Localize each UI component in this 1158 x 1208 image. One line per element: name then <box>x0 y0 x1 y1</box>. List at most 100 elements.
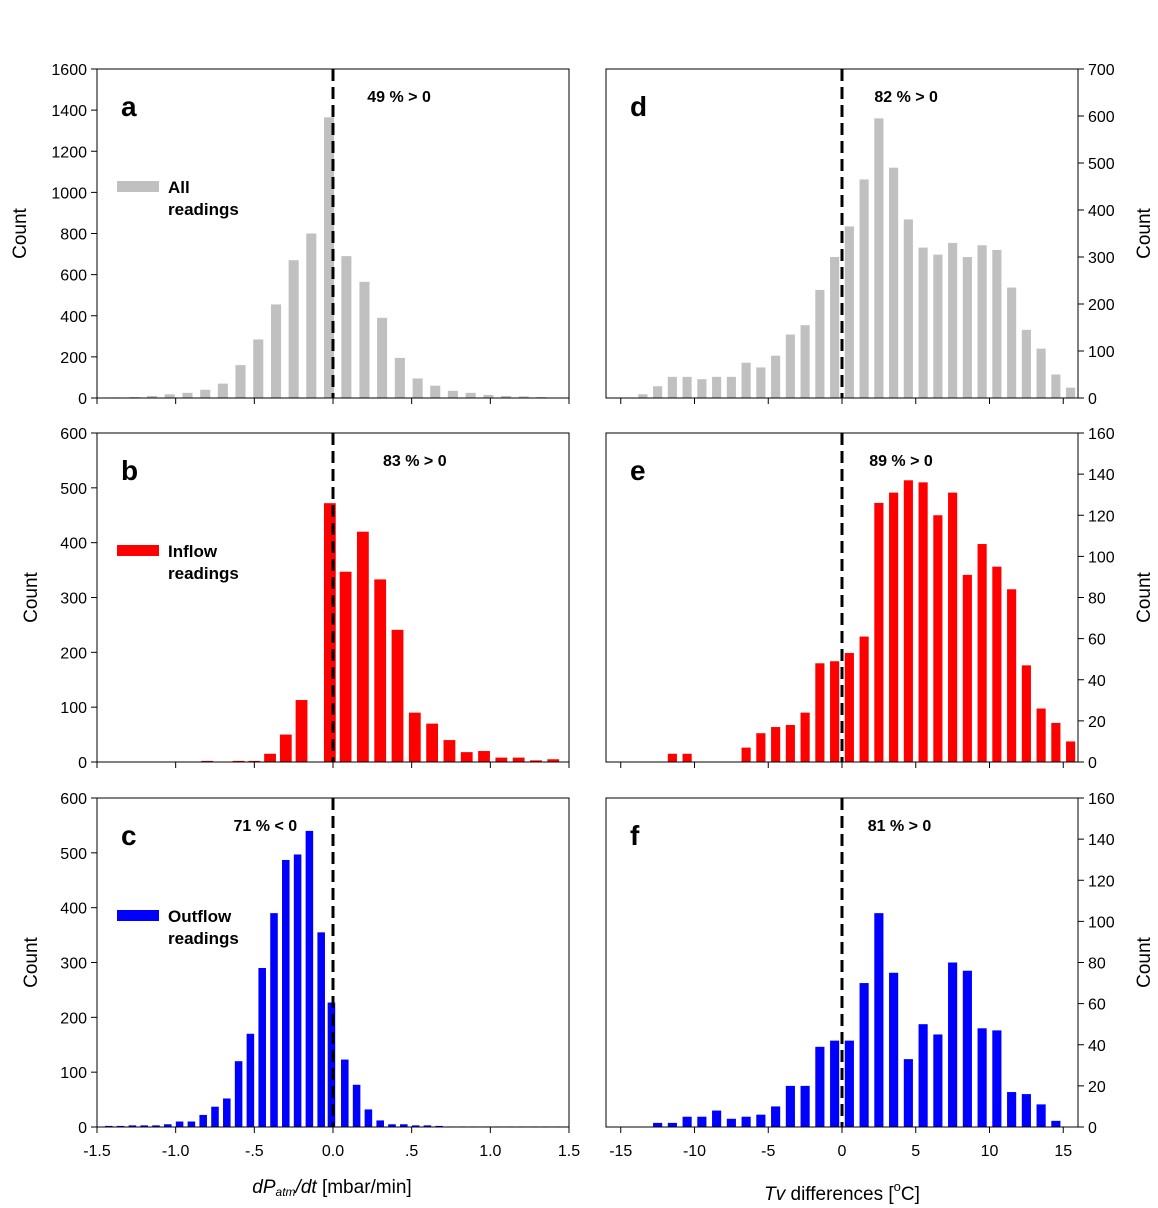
panel-a: 0 200 400 600 800 1000 1200 1400 1600 Count a 49 % … <box>10 62 570 408</box>
bar-f <box>1036 1104 1046 1127</box>
panel-b: 0 100 200 300 400 500 600 Count b 83 % > 0 Inflow r… <box>21 426 570 772</box>
y-tick-label-b: 200 <box>60 645 87 662</box>
annotation-e: 89 % > 0 <box>869 453 933 470</box>
y-tick-label-f: 140 <box>1088 832 1115 849</box>
bar-d <box>682 376 692 398</box>
bar-d <box>992 249 1002 398</box>
bar-e <box>1021 665 1031 762</box>
annotation-b: 83 % > 0 <box>383 453 447 470</box>
bar-b <box>232 760 245 762</box>
bar-c <box>270 913 278 1127</box>
y-tick-label-e: 140 <box>1088 467 1115 484</box>
panel-letter-e: e <box>630 455 646 486</box>
panel-letter-d: d <box>630 91 647 122</box>
bar-f <box>1007 1092 1017 1127</box>
y-tick-label-a: 200 <box>60 350 87 367</box>
legend-swatch-b <box>117 545 159 556</box>
legend-label-c: Outflow <box>168 907 232 926</box>
y-tick-label-c: 400 <box>60 901 87 918</box>
bar-d <box>638 394 648 398</box>
bar-d <box>948 242 958 398</box>
bar-d <box>1007 287 1017 398</box>
y-tick-label-b: 400 <box>60 536 87 553</box>
y-tick-label-e: 80 <box>1088 591 1106 608</box>
y-tick-label-e: 120 <box>1088 508 1115 525</box>
bar-e <box>771 727 781 762</box>
bar-c <box>140 1125 148 1127</box>
bar-e <box>785 724 795 762</box>
bar-d <box>785 334 795 398</box>
bar-d <box>859 179 869 398</box>
y-tick-label-a: 1400 <box>51 103 87 120</box>
bar-d <box>889 167 899 398</box>
bar-f <box>1021 1094 1031 1127</box>
bar-c <box>223 1098 231 1127</box>
y-tick-label-c: 600 <box>60 791 87 808</box>
legend-swatch-a <box>117 181 159 192</box>
y-tick-label-a: 600 <box>60 268 87 285</box>
y-tick-label-d: 700 <box>1088 62 1115 79</box>
bar-f <box>741 1116 751 1127</box>
x-tick-label-c: 1.0 <box>479 1143 501 1160</box>
x-tick-label-c: 0.0 <box>322 1143 344 1160</box>
bar-a <box>536 396 547 398</box>
bar-d <box>933 254 943 398</box>
bar-c <box>105 1125 113 1127</box>
bar-b <box>443 740 456 762</box>
panel-letter-a: a <box>121 91 137 122</box>
y-tick-label-a: 800 <box>60 227 87 244</box>
y-tick-label-d: 400 <box>1088 203 1115 220</box>
bar-d <box>741 362 751 398</box>
y-axis-title-e: Count <box>1134 571 1155 622</box>
bar-f <box>697 1116 707 1127</box>
y-tick-label-c: 100 <box>60 1065 87 1082</box>
x-tick-label-f: -10 <box>683 1143 706 1160</box>
annotation-f: 81 % > 0 <box>868 818 932 835</box>
bar-a <box>377 317 388 398</box>
y-tick-label-d: 300 <box>1088 250 1115 267</box>
legend-label-b: Inflow <box>168 542 218 561</box>
bar-e <box>830 661 840 762</box>
bar-f <box>682 1116 692 1127</box>
bar-d <box>1051 374 1061 398</box>
bar-b <box>356 531 369 762</box>
bar-d <box>667 376 677 398</box>
y-tick-label-b: 600 <box>60 426 87 443</box>
bar-a <box>200 389 211 398</box>
bar-a <box>465 392 476 398</box>
bar-c <box>364 1109 373 1127</box>
y-tick-label-f: 160 <box>1088 791 1115 808</box>
bar-e <box>1007 589 1017 762</box>
bar-f <box>726 1118 736 1127</box>
legend-label-a: readings <box>168 200 239 219</box>
bar-b <box>201 760 214 762</box>
y-tick-label-a: 1600 <box>51 62 87 79</box>
y-tick-label-e: 40 <box>1088 673 1106 690</box>
bar-e <box>933 515 943 762</box>
bar-c <box>352 1084 361 1127</box>
bar-d <box>771 355 781 398</box>
bar-d <box>756 367 766 398</box>
bar-d <box>697 379 707 398</box>
bar-b <box>323 503 336 762</box>
bar-f <box>844 1040 854 1127</box>
bar-f <box>830 1040 840 1127</box>
y-tick-label-b: 500 <box>60 481 87 498</box>
bar-c <box>152 1125 160 1127</box>
y-axis-title-c: Count <box>21 936 42 987</box>
bar-e <box>756 733 766 762</box>
bar-a <box>394 357 405 398</box>
bar-c <box>199 1114 207 1127</box>
bar-f <box>771 1106 781 1127</box>
bar-c <box>376 1120 384 1127</box>
bar-f <box>859 983 869 1127</box>
bar-d <box>726 376 736 398</box>
bar-d <box>815 289 825 398</box>
bar-b <box>339 571 352 762</box>
x-tick-label-c: -1.0 <box>162 1143 190 1160</box>
bar-b <box>408 712 421 762</box>
y-tick-label-b: 0 <box>78 755 87 772</box>
x-tick-label-f: 10 <box>981 1143 999 1160</box>
panel-e: 0 20 40 60 80 100 120 140 160 Count e 89 % > 0 <box>605 426 1155 772</box>
bar-c <box>128 1125 137 1127</box>
